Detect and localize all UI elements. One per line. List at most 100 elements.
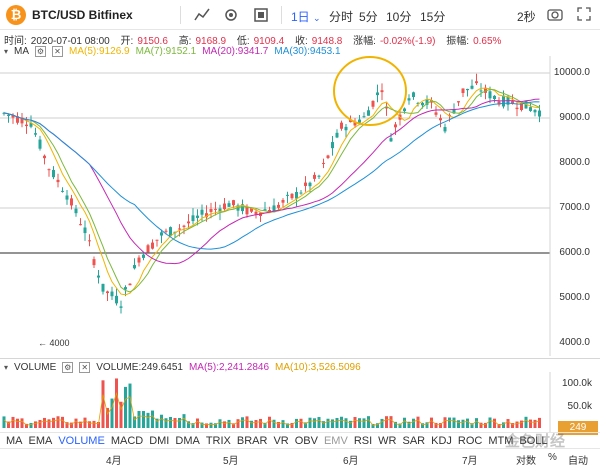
volume-bar — [313, 418, 316, 428]
volume-bar — [115, 378, 118, 428]
ma-close-icon[interactable]: ✕ — [52, 46, 64, 57]
volume-bar — [263, 422, 267, 428]
candle-body — [191, 215, 195, 222]
candle-body — [124, 287, 127, 290]
ma20-line — [3, 98, 540, 265]
candlestick-chart[interactable] — [0, 56, 600, 356]
indicator-tab-rsi[interactable]: RSI — [353, 434, 373, 447]
indicator-tab-dmi[interactable]: DMI — [149, 434, 170, 447]
candle-body — [178, 228, 181, 230]
indicator-tab-mtm[interactable]: MTM — [488, 434, 514, 447]
volume-bar — [47, 419, 51, 428]
settings-gear-icon[interactable] — [223, 7, 239, 26]
indicator-tab-boll[interactable]: BOLL — [519, 434, 548, 447]
volume-bar — [380, 418, 384, 428]
volume-bar — [259, 418, 262, 428]
candle-body — [214, 208, 217, 210]
volume-bar — [43, 417, 46, 428]
volume-bar — [29, 422, 33, 428]
interval-5m[interactable]: 5分 — [359, 10, 378, 24]
time-axis: 4月 5月 6月 7月 对数 % 自动 — [0, 448, 600, 466]
volume-close-icon[interactable]: ✕ — [79, 362, 91, 373]
indicator-tab-brar[interactable]: BRAR — [236, 434, 268, 447]
volume-bar — [506, 419, 510, 428]
ma-legend: ▾ MA ⚙ ✕ MA(5):9126.9 MA(7):9152.1 MA(20… — [4, 46, 341, 57]
indicator-tab-wr[interactable]: WR — [378, 434, 397, 447]
volume-bar — [119, 401, 123, 428]
camera-icon[interactable] — [547, 7, 563, 24]
candle-body — [92, 259, 96, 266]
indicator-tab-trix[interactable]: TRIX — [205, 434, 231, 447]
candle-body — [7, 114, 10, 116]
candle-body — [353, 122, 357, 126]
candle-body — [331, 142, 334, 149]
indicator-tab-emv[interactable]: EMV — [323, 434, 348, 447]
candle-body — [2, 112, 6, 114]
ma-settings-icon[interactable]: ⚙ — [35, 46, 47, 57]
volume-bar — [241, 417, 244, 428]
candle-body — [412, 92, 415, 97]
volume-bar — [308, 417, 312, 428]
indicator-tab-sar[interactable]: SAR — [402, 434, 426, 447]
volume-settings-icon[interactable]: ⚙ — [62, 362, 74, 373]
symbol-title[interactable]: BTC/USD Bitfinex — [32, 8, 133, 22]
refresh-rate[interactable]: 2秒 — [517, 10, 536, 24]
volume-collapse-icon[interactable]: ▾ — [4, 363, 9, 372]
volume-bar — [326, 418, 330, 428]
indicator-tab-dma[interactable]: DMA — [175, 434, 200, 447]
candle-body — [65, 195, 69, 200]
volume-bar — [439, 423, 442, 428]
volume-bar — [214, 423, 217, 428]
fullscreen-icon[interactable] — [577, 7, 591, 24]
candle-body — [110, 291, 114, 297]
indicator-tab-macd[interactable]: MACD — [110, 434, 144, 447]
volume-bar — [533, 419, 537, 428]
interval-10m[interactable]: 10分 — [386, 10, 412, 24]
price-axis-label: 5000.0 — [559, 292, 590, 303]
percent-toggle[interactable]: % — [548, 452, 557, 463]
volume-bar — [268, 416, 271, 428]
log-scale-toggle[interactable]: 对数 — [516, 456, 536, 466]
interval-timeshare[interactable]: 分时 — [329, 10, 354, 24]
candle-body — [403, 108, 406, 112]
volume-bar — [389, 416, 393, 428]
volume-bar — [38, 419, 42, 428]
candle-body — [56, 179, 60, 183]
candle-body — [245, 206, 249, 215]
indicator-tab-roc[interactable]: ROC — [457, 434, 483, 447]
volume-chart[interactable] — [0, 372, 600, 432]
ma-collapse-icon[interactable]: ▾ — [4, 47, 9, 56]
indicator-tab-vr[interactable]: VR — [273, 434, 289, 447]
auto-scale-toggle[interactable]: 自动 — [568, 456, 588, 466]
volume-ma-line — [3, 391, 540, 426]
indicator-tab-kdj[interactable]: KDJ — [431, 434, 452, 447]
template-icon[interactable] — [253, 7, 269, 26]
indicator-tab-ema[interactable]: EMA — [28, 434, 53, 447]
indicator-tab-obv[interactable]: OBV — [294, 434, 318, 447]
chart-style-icon[interactable] — [194, 7, 210, 26]
indicator-tab-ma[interactable]: MA — [6, 434, 23, 447]
candle-body — [160, 232, 163, 236]
price-axis-label: 6000.0 — [559, 247, 590, 258]
candle-body — [83, 227, 87, 234]
candle-body — [169, 227, 172, 237]
pane-divider[interactable] — [0, 358, 600, 359]
candle-body — [385, 107, 388, 109]
volume-bar — [200, 422, 204, 428]
candle-body — [101, 283, 105, 292]
low-annotation: ← 4000 — [38, 338, 70, 348]
interval-1d[interactable]: 1日 ⌄ — [291, 10, 321, 24]
volume-bar — [52, 417, 55, 428]
candle-body — [218, 208, 222, 213]
candle-body — [151, 242, 154, 249]
candle-body — [281, 199, 285, 203]
volume-bar — [34, 421, 37, 428]
volume-bar — [349, 420, 352, 428]
volume-bar — [272, 419, 276, 428]
volume-bar — [88, 421, 91, 428]
candle-body — [250, 208, 253, 212]
ma30-value: MA(30):9453.1 — [274, 46, 341, 57]
indicator-tab-volume[interactable]: VOLUME — [58, 434, 105, 447]
interval-15m[interactable]: 15分 — [420, 10, 446, 24]
candle-body — [299, 192, 303, 194]
